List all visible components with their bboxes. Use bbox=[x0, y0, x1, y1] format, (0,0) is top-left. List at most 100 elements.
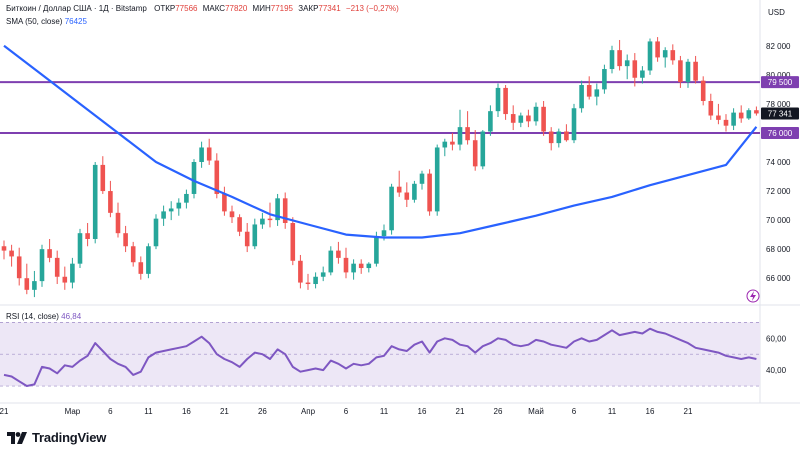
price-axis-tick: 80 000 bbox=[766, 71, 791, 80]
currency-label: USD bbox=[768, 8, 785, 17]
rsi-axis-tick: 40,00 bbox=[766, 366, 787, 375]
time-axis-tick: Май bbox=[528, 407, 544, 416]
candle-body bbox=[670, 50, 676, 61]
flash-icon-glyph bbox=[750, 291, 756, 301]
candle-body bbox=[85, 233, 90, 239]
candle-body bbox=[389, 186, 394, 231]
low-label: МИН bbox=[252, 4, 271, 13]
candle-body bbox=[130, 246, 136, 263]
high-label: МАКС bbox=[202, 4, 226, 13]
candle-body bbox=[54, 257, 60, 277]
candle-body bbox=[9, 250, 14, 257]
candle-body bbox=[495, 87, 501, 112]
candle-body bbox=[24, 278, 30, 290]
candle-body bbox=[624, 60, 630, 67]
candle-body bbox=[123, 233, 128, 247]
candle-body bbox=[168, 208, 174, 212]
price-axis-tick: 66 000 bbox=[766, 274, 791, 283]
candle-body bbox=[206, 147, 212, 161]
sma-value: 76425 bbox=[64, 17, 87, 26]
candle-body bbox=[662, 50, 668, 58]
symbol-title: Биткоин / Доллар США · 1Д · Bitstamp bbox=[6, 4, 147, 13]
candle-body bbox=[161, 211, 166, 219]
candle-body bbox=[693, 61, 698, 81]
candle-body bbox=[450, 141, 455, 145]
candle-body bbox=[640, 70, 645, 78]
close-value: 77341 bbox=[318, 4, 341, 13]
candle-body bbox=[191, 162, 197, 194]
tradingview-logo-icon bbox=[7, 431, 27, 444]
candle-body bbox=[351, 263, 356, 273]
candle-body bbox=[320, 272, 326, 277]
candle-body bbox=[153, 218, 159, 247]
candle-body bbox=[503, 87, 508, 115]
candle-body bbox=[374, 236, 379, 264]
rsi-axis-tick: 60,00 bbox=[766, 334, 787, 343]
candle-body bbox=[214, 160, 220, 194]
candle-body bbox=[298, 260, 303, 283]
candle-body bbox=[290, 223, 296, 261]
sma-line bbox=[3, 44, 758, 239]
candle-body bbox=[275, 198, 280, 221]
candle-body bbox=[313, 276, 318, 285]
candle-body bbox=[738, 112, 744, 119]
time-axis-tick: Апр bbox=[301, 407, 316, 416]
candle-body bbox=[434, 147, 440, 212]
level-label: 76 000 bbox=[768, 129, 793, 138]
rsi-value: 46,84 bbox=[61, 312, 82, 321]
time-axis-tick: 21 bbox=[220, 407, 229, 416]
candle-body bbox=[47, 249, 52, 258]
candle-body bbox=[381, 230, 387, 237]
tradingview-logo[interactable]: TradingView bbox=[7, 430, 106, 445]
price-axis-tick: 78 000 bbox=[766, 100, 791, 109]
time-axis-tick: 21 bbox=[684, 407, 693, 416]
candle-body bbox=[260, 218, 265, 225]
candle-body bbox=[252, 224, 258, 247]
candle-body bbox=[244, 231, 250, 247]
candle-body bbox=[412, 183, 417, 200]
low-value: 77195 bbox=[270, 4, 293, 13]
candle-body bbox=[70, 263, 75, 283]
time-axis-tick: 16 bbox=[182, 407, 191, 416]
candle-body bbox=[541, 106, 546, 132]
candle-body bbox=[731, 112, 736, 126]
candle-body bbox=[586, 85, 592, 97]
candle-body bbox=[108, 191, 113, 213]
candle-body bbox=[579, 85, 584, 109]
time-axis-tick: 6 bbox=[572, 407, 577, 416]
candle-body bbox=[609, 50, 615, 70]
chart-legend-ohlc: Биткоин / Доллар США · 1Д · Bitstamp ОТК… bbox=[6, 4, 399, 13]
rsi-label: RSI (14, close) bbox=[6, 312, 59, 321]
candle-body bbox=[358, 263, 364, 269]
candle-body bbox=[442, 141, 448, 148]
candle-body bbox=[678, 60, 683, 83]
level-label-bg bbox=[761, 126, 799, 139]
time-axis-tick: 6 bbox=[108, 407, 113, 416]
candle-body bbox=[746, 110, 752, 119]
candle-body bbox=[305, 282, 311, 285]
candle-body bbox=[526, 115, 531, 122]
candle-body bbox=[92, 164, 98, 239]
candle-body bbox=[685, 61, 691, 83]
candle-body bbox=[556, 131, 562, 144]
candle-body bbox=[457, 127, 463, 145]
price-axis-tick: 70 000 bbox=[766, 216, 791, 225]
time-axis-tick: 26 bbox=[494, 407, 503, 416]
level-label-bg bbox=[761, 76, 799, 89]
candle-body bbox=[237, 217, 242, 232]
time-axis-tick: 16 bbox=[646, 407, 655, 416]
candle-body bbox=[32, 281, 37, 290]
candle-body bbox=[594, 89, 600, 97]
last-price-bg bbox=[761, 107, 799, 120]
candle-body bbox=[700, 80, 706, 101]
candle-body bbox=[1, 246, 7, 251]
rsi-legend[interactable]: RSI (14, close) 46,84 bbox=[6, 312, 81, 321]
candle-body bbox=[343, 257, 349, 273]
candle-body bbox=[267, 218, 273, 221]
price-axis-tick: 74 000 bbox=[766, 158, 791, 167]
candle-body bbox=[723, 119, 729, 126]
sma-legend[interactable]: SMA (50, close) 76425 bbox=[6, 17, 87, 26]
candle-body bbox=[146, 246, 151, 274]
